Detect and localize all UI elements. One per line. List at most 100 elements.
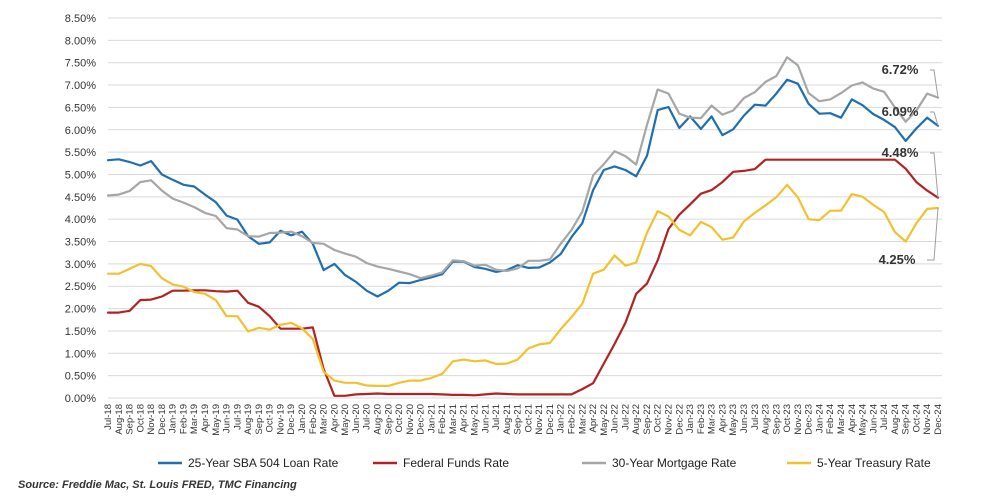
x-tick-label: Nov-19 [275,404,286,435]
x-tick-label: Feb-21 [437,404,448,434]
y-tick-label: 1.00% [65,348,96,360]
x-tick-label: Jan-22 [556,404,567,433]
x-tick-label: Dec-23 [804,404,815,435]
series-line [106,158,940,397]
series-lines [106,56,940,397]
y-axis: 0.00% 0.50% 1.00% 1.50% 2.00% 2.50% 3.00% 3.50%… [65,13,96,405]
x-tick-label: Jul-18 [103,404,114,430]
y-tick-label: 3.50% [65,237,96,249]
x-tick-label: Oct-20 [394,404,405,433]
x-tick-label: Jan-24 [814,404,825,433]
x-tick-label: Sep-22 [642,404,653,435]
y-tick-label: 3.00% [65,259,96,271]
x-tick-label: Nov-24 [922,404,933,435]
source-note: Source: Freddie Mac, St. Louis FRED, TMC… [18,479,297,491]
x-tick-label: Feb-24 [825,404,836,434]
x-tick-label: Dec-22 [674,404,685,435]
x-tick-label: May-21 [469,404,480,436]
x-tick-label: Apr-19 [200,404,211,433]
y-tick-label: 0.50% [65,371,96,383]
series-line [106,56,940,280]
x-tick-label: Nov-23 [793,404,804,435]
x-tick-label: Jan-20 [297,404,308,433]
x-tick-label: Mar-21 [448,404,459,434]
y-tick-label: 4.00% [65,214,96,226]
x-tick-label: Aug-24 [890,404,901,435]
end-label: 4.48% [882,145,919,160]
x-tick-label: Dec-24 [933,404,944,435]
y-tick-label: 6.00% [65,125,96,137]
x-tick-label: Mar-20 [319,404,330,434]
x-tick-label: Oct-24 [911,404,922,433]
x-tick-label: Sep-18 [125,404,136,435]
x-tick-label: Nov-20 [405,404,416,435]
end-label-leader [930,111,939,126]
x-tick-label: May-22 [599,404,610,436]
x-tick-label: Mar-19 [189,404,200,434]
y-tick-label: 1.50% [65,326,96,338]
x-tick-label: Jul-22 [620,404,631,430]
x-tick-label: May-20 [340,404,351,436]
x-tick-label: Jun-19 [222,404,233,433]
x-tick-label: Nov-22 [664,404,675,435]
x-tick-label: Aug-21 [502,404,513,435]
y-tick-label: 2.50% [65,281,96,293]
y-tick-label: 5.00% [65,169,96,181]
y-tick-label: 0.00% [65,393,96,405]
x-tick-label: Aug-20 [372,404,383,435]
x-tick-label: Jan-23 [685,404,696,433]
x-tick-label: Oct-21 [523,404,534,433]
x-tick-label: Apr-21 [459,404,470,433]
legend-label: Federal Funds Rate [403,456,509,470]
series-line [106,183,940,387]
x-tick-label: Feb-20 [308,404,319,434]
x-tick-label: Dec-18 [157,404,168,435]
x-tick-label: Sep-19 [254,404,265,435]
x-tick-label: May-23 [728,404,739,436]
x-tick-label: Feb-22 [567,404,578,434]
series-line [106,78,940,298]
x-tick-label: Oct-18 [135,404,146,433]
y-tick-label: 7.00% [65,80,96,92]
x-tick-label: Jan-19 [168,404,179,433]
x-tick-label: Aug-18 [114,404,125,435]
x-tick-label: Jun-20 [351,404,362,433]
x-tick-label: Jun-24 [868,404,879,433]
end-label: 6.09% [882,104,919,119]
y-tick-label: 2.00% [65,304,96,316]
end-label: 6.72% [882,62,919,77]
x-tick-label: May-24 [858,404,869,436]
grid-lines [108,17,942,399]
legend-label: 5-Year Treasury Rate [817,456,931,470]
x-tick-label: Dec-20 [416,404,427,435]
x-tick-label: Feb-23 [696,404,707,434]
x-tick-label: Nov-21 [534,404,545,435]
x-tick-label: Nov-18 [146,404,157,435]
x-tick-label: Mar-24 [836,404,847,434]
end-label: 4.25% [879,252,916,267]
x-tick-label: Apr-20 [329,404,340,433]
x-tick-label: Dec-19 [286,404,297,435]
x-tick-label: Feb-19 [178,404,189,434]
x-axis: Jul-18 Aug-18 Sep-18 Oct-18 Nov-18 Dec-18 Jan-… [103,404,944,436]
x-tick-label: Jul-21 [491,404,502,430]
legend-label: 25-Year SBA 504 Loan Rate [188,456,339,470]
y-tick-label: 4.50% [65,192,96,204]
legend: 25-Year SBA 504 Loan Rate Federal Funds R… [158,456,931,470]
x-tick-label: Jun-23 [739,404,750,433]
x-tick-label: Jul-19 [232,404,243,430]
legend-label: 30-Year Mortgage Rate [612,456,737,470]
x-tick-label: Sep-24 [901,404,912,435]
x-tick-label: Dec-21 [545,404,556,435]
x-tick-label: Aug-22 [631,404,642,435]
end-labels: 6.72% 6.09% 4.48% 4.25% [879,62,939,267]
end-label-leader [930,152,939,198]
x-tick-label: Aug-23 [761,404,772,435]
x-tick-label: Mar-22 [577,404,588,434]
x-tick-label: Aug-19 [243,404,254,435]
x-tick-label: Apr-23 [717,404,728,433]
x-tick-label: Sep-23 [771,404,782,435]
x-tick-label: Apr-22 [588,404,599,433]
x-tick-label: Oct-19 [265,404,276,433]
x-tick-label: Mar-23 [707,404,718,434]
